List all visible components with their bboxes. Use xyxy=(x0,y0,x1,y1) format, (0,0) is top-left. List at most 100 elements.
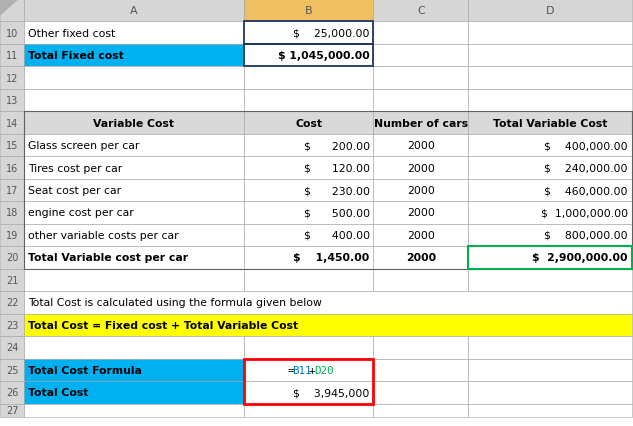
Text: Total Cost = Fixed cost + Total Variable Cost: Total Cost = Fixed cost + Total Variable… xyxy=(28,320,298,330)
Text: $    400,000.00: $ 400,000.00 xyxy=(544,141,628,151)
Bar xyxy=(468,403,632,417)
Bar xyxy=(0,224,24,247)
Bar xyxy=(0,157,24,179)
Text: 12: 12 xyxy=(6,74,18,83)
Text: 11: 11 xyxy=(6,51,18,61)
Text: 10: 10 xyxy=(6,29,18,39)
Bar xyxy=(24,269,244,291)
Bar xyxy=(0,0,24,23)
Polygon shape xyxy=(0,0,18,16)
Text: 19: 19 xyxy=(6,230,18,240)
Text: 20: 20 xyxy=(6,253,18,263)
Bar xyxy=(468,359,632,381)
Text: Total Cost: Total Cost xyxy=(28,387,88,397)
Text: Total Cost Formula: Total Cost Formula xyxy=(28,365,142,375)
Bar xyxy=(0,403,24,417)
Bar xyxy=(373,157,468,179)
Bar xyxy=(468,224,632,247)
Text: 26: 26 xyxy=(6,387,18,397)
Bar xyxy=(0,67,24,90)
Bar xyxy=(244,157,373,179)
Bar xyxy=(468,23,632,45)
Bar xyxy=(244,336,373,359)
Text: $      500.00: $ 500.00 xyxy=(304,208,370,218)
Bar xyxy=(468,202,632,224)
Bar xyxy=(0,314,24,336)
Text: Number of cars: Number of cars xyxy=(374,118,468,128)
Text: $ 1,045,000.00: $ 1,045,000.00 xyxy=(278,51,370,61)
Text: $      230.00: $ 230.00 xyxy=(304,186,370,196)
Text: Total Cost is calculated using the formula given below: Total Cost is calculated using the formu… xyxy=(28,298,322,308)
Bar xyxy=(244,45,373,67)
Bar xyxy=(24,135,244,157)
Bar xyxy=(244,179,373,202)
Bar xyxy=(0,359,24,381)
Bar xyxy=(0,90,24,112)
Bar xyxy=(468,269,632,291)
Bar xyxy=(373,202,468,224)
Text: Total Variable cost per car: Total Variable cost per car xyxy=(28,253,188,263)
Bar xyxy=(24,359,244,381)
Bar xyxy=(373,23,468,45)
Text: $      400.00: $ 400.00 xyxy=(304,230,370,240)
Text: D20: D20 xyxy=(314,365,334,375)
Bar xyxy=(244,269,373,291)
Bar xyxy=(244,45,373,67)
Bar xyxy=(24,67,244,90)
Text: 18: 18 xyxy=(6,208,18,218)
Bar xyxy=(24,381,244,403)
Bar xyxy=(24,314,632,336)
Bar xyxy=(468,247,632,269)
Bar xyxy=(24,157,244,179)
Text: $      120.00: $ 120.00 xyxy=(304,163,370,173)
Bar xyxy=(373,247,468,269)
Bar xyxy=(373,45,468,67)
Bar xyxy=(468,179,632,202)
Bar xyxy=(468,112,632,135)
Bar xyxy=(24,45,244,67)
Bar xyxy=(373,135,468,157)
Bar xyxy=(373,381,468,403)
Text: 17: 17 xyxy=(6,186,18,196)
Bar xyxy=(24,403,244,417)
Bar xyxy=(468,45,632,67)
Bar xyxy=(373,0,468,23)
Text: =: = xyxy=(287,365,294,375)
Text: B11: B11 xyxy=(292,365,312,375)
Text: 25: 25 xyxy=(6,365,18,375)
Bar xyxy=(0,202,24,224)
Text: $    25,000.00: $ 25,000.00 xyxy=(293,29,370,39)
Bar xyxy=(244,403,373,417)
Bar xyxy=(373,336,468,359)
Text: 22: 22 xyxy=(6,298,18,308)
Text: 2000: 2000 xyxy=(407,208,435,218)
Bar xyxy=(373,403,468,417)
Bar xyxy=(24,112,244,135)
Text: 2000: 2000 xyxy=(407,230,435,240)
Bar xyxy=(468,67,632,90)
Text: C: C xyxy=(417,6,425,16)
Text: A: A xyxy=(130,6,138,16)
Bar xyxy=(24,336,244,359)
Bar xyxy=(468,90,632,112)
Bar xyxy=(244,23,373,45)
Bar xyxy=(373,112,468,135)
Bar xyxy=(373,67,468,90)
Text: other variable costs per car: other variable costs per car xyxy=(28,230,179,240)
Bar xyxy=(0,45,24,67)
Text: $  1,000,000.00: $ 1,000,000.00 xyxy=(541,208,628,218)
Bar xyxy=(0,23,24,45)
Bar xyxy=(0,336,24,359)
Bar xyxy=(0,179,24,202)
Text: $    3,945,000: $ 3,945,000 xyxy=(293,387,370,397)
Bar xyxy=(0,381,24,403)
Bar xyxy=(468,247,632,269)
Text: $      200.00: $ 200.00 xyxy=(304,141,370,151)
Text: Tires cost per car: Tires cost per car xyxy=(28,163,122,173)
Text: $  2,900,000.00: $ 2,900,000.00 xyxy=(532,253,628,263)
Bar xyxy=(244,0,373,23)
Bar xyxy=(373,359,468,381)
Bar xyxy=(244,359,373,381)
Bar xyxy=(24,202,244,224)
Bar xyxy=(244,381,373,403)
